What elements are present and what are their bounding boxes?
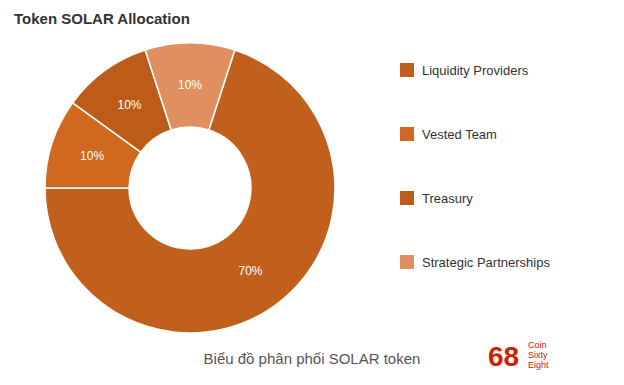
legend-swatch bbox=[400, 63, 414, 77]
slice bbox=[145, 43, 235, 130]
annotation: Sixty bbox=[528, 350, 548, 360]
annotation: 68 bbox=[488, 341, 519, 372]
data-label: 10% bbox=[117, 98, 141, 112]
legend-swatch bbox=[400, 191, 414, 205]
legend-swatch bbox=[400, 255, 414, 269]
data-label: 10% bbox=[178, 78, 202, 92]
legend-label: Vested Team bbox=[422, 127, 497, 142]
data-label: 10% bbox=[80, 149, 104, 163]
legend-swatch bbox=[400, 127, 414, 141]
data-label: 70% bbox=[238, 264, 262, 278]
annotation: Coin bbox=[528, 340, 547, 350]
legend: Liquidity Providers Vested Team Treasury St… bbox=[400, 63, 550, 270]
legend-label: Strategic Partnerships bbox=[422, 255, 550, 270]
title: Token SOLAR Allocation bbox=[14, 10, 190, 27]
data-labels: 70% 10% 10% 10% bbox=[80, 78, 263, 278]
legend-item: Vested Team bbox=[400, 127, 497, 142]
legend-item: Treasury bbox=[400, 191, 473, 206]
subtitle: Biểu đồ phân phối SOLAR token bbox=[204, 350, 421, 367]
legend-label: Liquidity Providers bbox=[422, 63, 529, 78]
chart: Token SOLAR Allocation 70% 10% 10% 10% Liquid… bbox=[0, 0, 624, 385]
donut bbox=[45, 43, 335, 333]
legend-item: Strategic Partnerships bbox=[400, 255, 550, 270]
logo: 68 CoinSixtyEight bbox=[488, 340, 549, 372]
legend-item: Liquidity Providers bbox=[400, 63, 529, 78]
legend-label: Treasury bbox=[422, 191, 473, 206]
annotation: Eight bbox=[528, 360, 549, 370]
